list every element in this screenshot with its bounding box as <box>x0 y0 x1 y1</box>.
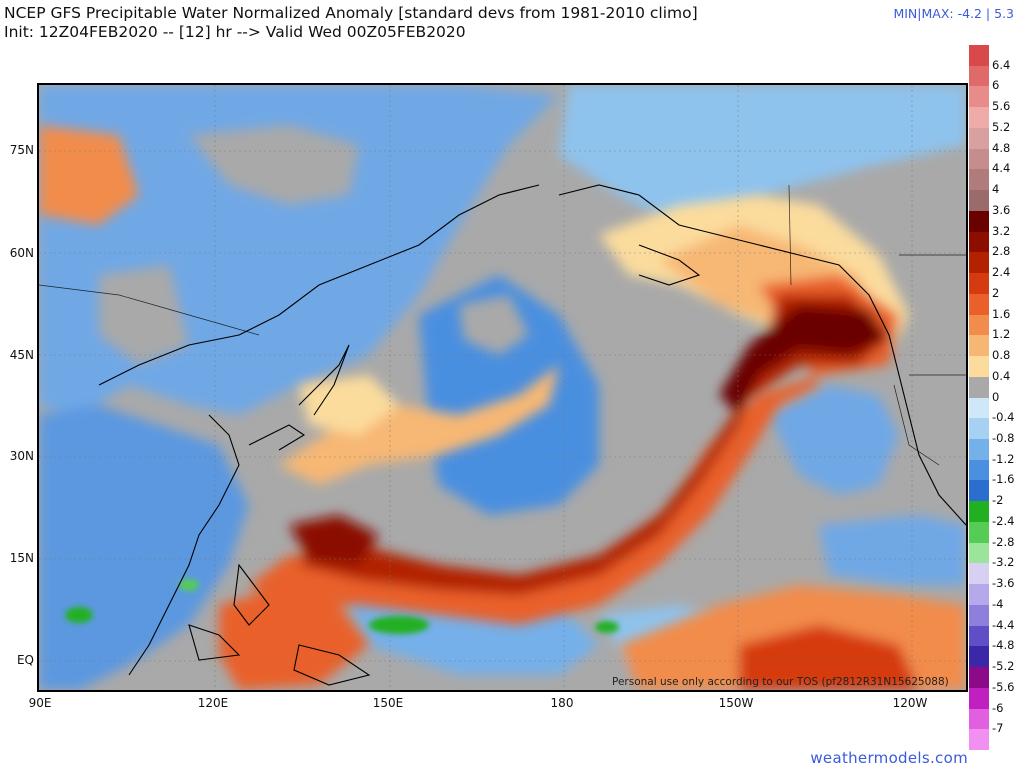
colorbar-label: 5.2 <box>992 119 1011 134</box>
colorbar-swatch <box>969 563 989 585</box>
colorbar <box>969 45 989 751</box>
colorbar-swatch <box>969 667 989 689</box>
map-title: NCEP GFS Precipitable Water Normalized A… <box>4 4 698 22</box>
colorbar-label: 1.6 <box>992 306 1011 321</box>
colorbar-swatch <box>969 708 989 730</box>
map-subtitle: Init: 12Z04FEB2020 -- [12] hr --> Valid … <box>4 23 466 41</box>
colorbar-swatch <box>969 438 989 461</box>
colorbar-swatch <box>969 356 989 378</box>
colorbar-swatch <box>969 521 989 544</box>
colorbar-swatch <box>969 459 989 481</box>
colorbar-label: -4 <box>992 596 1004 611</box>
colorbar-label: -1.6 <box>992 472 1015 487</box>
colorbar-label: -1.2 <box>992 451 1015 466</box>
lat-label-45n: 45N <box>9 348 34 362</box>
lon-label-150w: 150W <box>718 696 754 710</box>
usage-credit: Personal use only according to our TOS (… <box>612 676 949 688</box>
site-watermark[interactable]: weathermodels.com <box>810 749 968 767</box>
colorbar-swatch <box>969 625 989 647</box>
lon-label-180: 180 <box>550 696 574 710</box>
colorbar-label: -6 <box>992 700 1004 715</box>
colorbar-swatch <box>969 418 989 440</box>
lat-label-60n: 60N <box>9 246 34 260</box>
colorbar-label: 3.6 <box>992 202 1011 217</box>
colorbar-label: 4.4 <box>992 161 1011 176</box>
lon-label-90e: 90E <box>28 696 52 710</box>
lat-label-eq: EQ <box>16 653 34 667</box>
colorbar-label: 6 <box>992 78 1000 93</box>
colorbar-swatch <box>969 729 989 751</box>
colorbar-label: 6.4 <box>992 57 1011 72</box>
colorbar-swatch <box>969 45 989 67</box>
colorbar-swatch <box>969 169 989 191</box>
colorbar-swatch <box>969 480 989 502</box>
colorbar-label: 4.8 <box>992 140 1011 155</box>
colorbar-label: -7 <box>992 721 1004 736</box>
colorbar-swatch <box>969 190 989 212</box>
colorbar-label: 2.8 <box>992 244 1011 259</box>
colorbar-swatch <box>969 542 989 564</box>
lon-label-120e: 120E <box>197 696 229 710</box>
colorbar-label: -5.2 <box>992 659 1015 674</box>
colorbar-label: 5.6 <box>992 99 1011 114</box>
colorbar-swatch <box>969 107 989 129</box>
colorbar-label: -3.6 <box>992 576 1015 591</box>
anomaly-field <box>39 85 966 690</box>
min-max-readout: MIN|MAX: -4.2 | 5.3 <box>893 6 1014 21</box>
colorbar-label: 0.4 <box>992 368 1011 383</box>
colorbar-swatch <box>969 127 989 150</box>
colorbar-label: -0.4 <box>992 410 1015 425</box>
colorbar-swatch <box>969 86 989 108</box>
lat-label-15n: 15N <box>9 551 34 565</box>
colorbar-label: -4.8 <box>992 638 1015 653</box>
colorbar-label: -3.2 <box>992 555 1015 570</box>
colorbar-swatch <box>969 687 989 710</box>
colorbar-label: 3.2 <box>992 223 1011 238</box>
colorbar-label: -0.8 <box>992 430 1015 445</box>
colorbar-swatch <box>969 65 989 87</box>
colorbar-swatch <box>969 273 989 295</box>
lat-label-75n: 75N <box>9 143 34 157</box>
colorbar-swatch <box>969 252 989 274</box>
colorbar-label: 4 <box>992 182 1000 197</box>
colorbar-swatch <box>969 314 989 336</box>
colorbar-swatch <box>969 584 989 606</box>
anomaly-map[interactable] <box>37 83 968 692</box>
colorbar-label: -2 <box>992 493 1004 508</box>
colorbar-swatch <box>969 646 989 668</box>
colorbar-swatch <box>969 397 989 419</box>
colorbar-swatch <box>969 376 989 398</box>
colorbar-label: 0 <box>992 389 1000 404</box>
colorbar-label: 2.4 <box>992 265 1011 280</box>
colorbar-swatch <box>969 148 989 170</box>
colorbar-swatch <box>969 604 989 627</box>
colorbar-label: -2.8 <box>992 534 1015 549</box>
lon-label-120w: 120W <box>892 696 928 710</box>
colorbar-label: 0.8 <box>992 348 1011 363</box>
colorbar-label: -2.4 <box>992 513 1015 528</box>
colorbar-label: 1.2 <box>992 327 1011 342</box>
lon-label-150e: 150E <box>372 696 404 710</box>
colorbar-label: 2 <box>992 285 1000 300</box>
colorbar-swatch <box>969 501 989 523</box>
colorbar-label: -4.4 <box>992 617 1015 632</box>
colorbar-swatch <box>969 293 989 316</box>
lat-label-30n: 30N <box>9 449 34 463</box>
colorbar-swatch <box>969 210 989 233</box>
colorbar-label: -5.6 <box>992 679 1015 694</box>
colorbar-swatch <box>969 231 989 253</box>
colorbar-swatch <box>969 335 989 357</box>
